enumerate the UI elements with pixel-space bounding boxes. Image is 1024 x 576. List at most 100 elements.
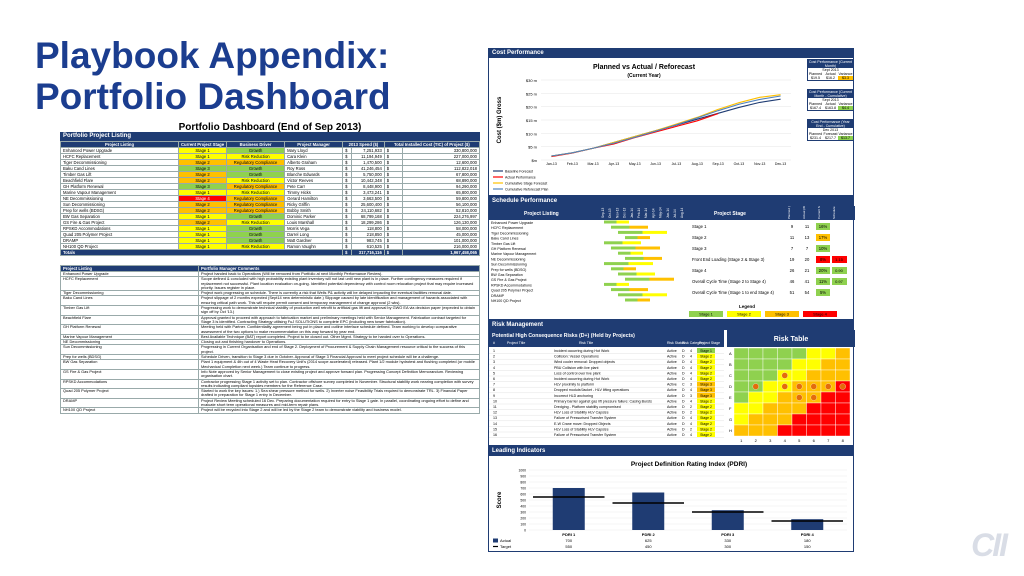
- portfolio-row: GH Platform Renewal Stage 3 Regulatory Com…: [60, 183, 481, 190]
- pdri-category: PDRI 2: [642, 532, 656, 537]
- risk-col-number: 5: [798, 438, 801, 443]
- kpi-value: $167.4: [810, 106, 821, 110]
- risk-col-head: Risk Title: [579, 341, 593, 345]
- schedule-index: 1.15: [835, 257, 844, 262]
- pdri-ylabel: Score: [497, 491, 503, 508]
- risk-stage: Stage 2: [700, 422, 712, 426]
- schedule-planned: 7: [791, 246, 794, 251]
- risk-stage: Stage 2: [700, 371, 712, 375]
- schedule-legend-swatch: [803, 311, 837, 317]
- risk-stage: Stage 2: [700, 355, 712, 359]
- schedule-project: Quad 205 Polymer Project: [491, 289, 533, 293]
- gantt-bar: [611, 288, 630, 292]
- schedule-legend-title: Legend: [739, 304, 755, 309]
- risk-number: 16: [493, 433, 497, 437]
- comment-text: Best Available Technique (BAT) report co…: [198, 333, 480, 341]
- schedule-gantt: Project Listing Sep-13 Oct-13 Nov-13 Dec-13 J…: [489, 206, 855, 317]
- comment-text: Closing out and finishing handover to Op…: [198, 339, 480, 346]
- risk-category: D: [682, 355, 685, 359]
- comment-row: NH100 QD Project Project will be recycled…: [60, 407, 480, 414]
- pdri-title: Project Definition Rating Index (PDRI): [631, 461, 747, 468]
- risk-matrix-cell: [791, 424, 807, 437]
- risk-col-number: 4: [784, 438, 787, 443]
- risk-matrix-cell: [806, 413, 822, 426]
- risk-col-number: 3: [769, 438, 772, 443]
- risk-matrix-cell: [791, 369, 807, 382]
- risk-stage: Stage 1: [700, 349, 712, 353]
- risk-col-number: 1: [740, 438, 743, 443]
- comment-row: Baku Cand Lines Project slippage of 2 mon…: [60, 295, 480, 307]
- risk-status: Active: [667, 405, 677, 409]
- risk-status: Active: [667, 394, 677, 398]
- risk-status: Active: [667, 433, 677, 437]
- schedule-month: Jan-14: [630, 208, 634, 218]
- schedule-legend-label: Stage 4: [813, 312, 828, 317]
- risk-plot-marker: [839, 383, 846, 390]
- risk-matrix-cell: [777, 424, 793, 437]
- kpi-label: Actual: [825, 102, 836, 106]
- comment-text: Contractor progressing Stage 1 activity …: [198, 378, 480, 390]
- gantt-bar: [611, 267, 624, 271]
- schedule-planned: 11: [790, 235, 795, 240]
- risk-consequence: 4: [690, 416, 692, 420]
- risk-status: Active: [667, 360, 677, 364]
- risk-stage: Stage 2: [700, 377, 712, 381]
- risk-status: Active: [667, 388, 677, 392]
- risk-consequence: 4: [690, 399, 692, 403]
- risk-stage-cell: [697, 420, 715, 426]
- schedule-stage-label: Overall Cycle Time (Stage 2 to Stage 4): [692, 279, 766, 284]
- risk-plot-marker: [810, 383, 817, 390]
- risk-consequence: 4: [690, 371, 692, 375]
- schedule-header-band: [489, 206, 855, 220]
- schedule-stage-label: Stage 2: [692, 235, 707, 240]
- cost-xtick: Sep-13: [712, 162, 723, 166]
- schedule-project: Prep for wells (BDSG): [491, 268, 526, 272]
- risk-status: Active: [667, 377, 677, 381]
- pdri-bar: [552, 488, 585, 530]
- pdri-bar: [711, 510, 744, 530]
- schedule-variance-cell: [816, 223, 830, 230]
- risk-matrix-cell: [777, 358, 793, 371]
- schedule-stage-label: Front End Loading (Stage 2 & Stage 3): [692, 257, 765, 262]
- cost-chart-subtitle: (Current Year): [627, 73, 661, 79]
- pdri-actual-value: 180: [804, 538, 811, 543]
- risk-stage-cell: [697, 364, 715, 370]
- cost-xtick: Apr-13: [609, 162, 620, 166]
- risk-row-letter: F: [729, 406, 732, 411]
- gantt-bar: [611, 225, 630, 229]
- risk-matrix-cell: [777, 402, 793, 415]
- pdri-category: PDRI 4: [801, 532, 815, 537]
- risk-number: 12: [493, 411, 497, 415]
- risk-stage-cell: [697, 348, 715, 353]
- risk-management-graphic: Potential High Consequence Risks (D+) (H…: [489, 330, 855, 443]
- risk-matrix-cell: [762, 391, 778, 404]
- schedule-actual: 11: [805, 224, 810, 229]
- schedule-project: Baku Cand Lines: [491, 237, 519, 241]
- schedule-month: May-14: [659, 207, 663, 218]
- risk-row-letter: B: [729, 362, 732, 367]
- risk-table-title: Risk Table: [774, 336, 809, 343]
- comment-text: Project work progressing on schedule. Th…: [198, 290, 480, 297]
- comment-row: GH Platform Renewal Meeting held with Par…: [60, 324, 480, 335]
- gantt-bar: [604, 282, 617, 286]
- comment-row: GS Fire & Gas Project Info Note approved …: [60, 368, 480, 380]
- risk-matrix-cell: [762, 358, 778, 371]
- risk-stage-cell: [697, 370, 715, 376]
- kpi-label: Variance: [838, 102, 853, 106]
- schedule-variance-cell: [816, 278, 830, 285]
- schedule-variance-cell: [816, 234, 830, 241]
- comment-text: Meeting held with Partner. Confidentiali…: [198, 324, 480, 335]
- cost-kpi-box: Cost Performance (Current Month) Sept 201…: [807, 59, 854, 81]
- risk-stage-cell: [697, 398, 715, 404]
- comment-project: BW Gas Separation: [60, 359, 199, 370]
- pdri-ytick: 100: [520, 523, 526, 527]
- comment-text: Plant 1 equipment & 4th out of 4 Waste H…: [198, 359, 480, 370]
- schedule-project: NE Decommissioning: [491, 257, 525, 261]
- risk-consequence: 2: [690, 405, 692, 409]
- gantt-bar: [625, 277, 650, 281]
- comment-row: Prep for wells (BDSG) Schedule Driven, tr…: [60, 354, 480, 361]
- portfolio-listing-body: Enhanced Power Upgrade Stage 1 Growth Mary …: [59, 147, 481, 256]
- totals-spend: 317,716,116: [350, 249, 385, 256]
- risk-stage-cell: [697, 404, 715, 409]
- pdri-ytick: 900: [520, 475, 526, 479]
